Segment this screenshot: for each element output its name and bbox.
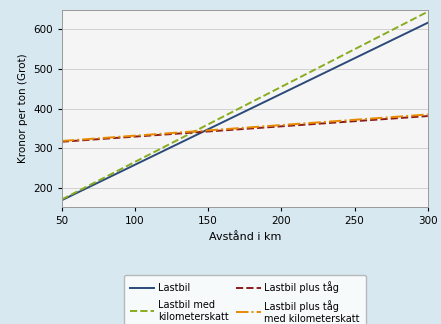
X-axis label: Avstånd i km: Avstånd i km (209, 232, 281, 242)
Y-axis label: Kronor per ton (Grot): Kronor per ton (Grot) (18, 54, 27, 163)
Legend: Lastbil, Lastbil med
kilometerskatt, Lastbil plus tåg, Lastbil plus tåg
med kilo: Lastbil, Lastbil med kilometerskatt, Las… (124, 275, 366, 324)
